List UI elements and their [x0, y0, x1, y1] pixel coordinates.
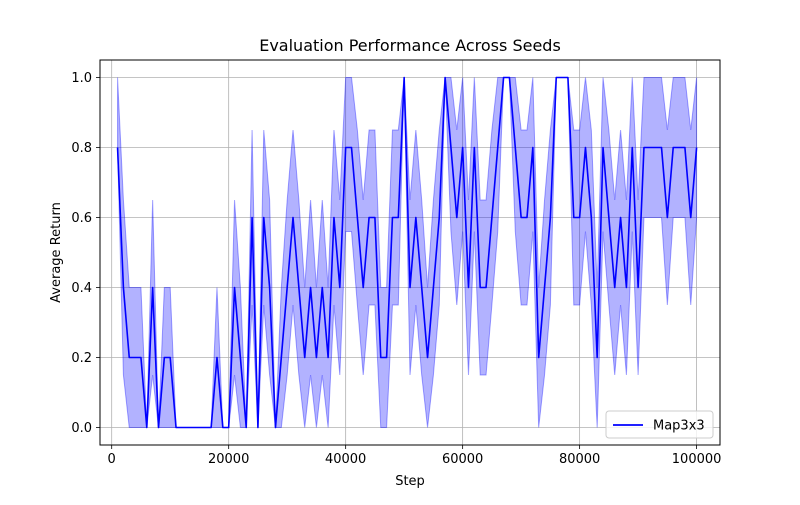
y-tick-label: 0.6 — [71, 211, 92, 226]
x-tick-label: 0 — [108, 452, 116, 467]
x-tick-label: 100000 — [672, 452, 722, 467]
series-line-layer — [116, 76, 698, 429]
x-axis-label: Step — [395, 474, 425, 489]
y-tick-label: 0.8 — [71, 141, 92, 156]
x-tick-label: 80000 — [559, 452, 600, 467]
x-tick-label: 60000 — [442, 452, 483, 467]
y-axis-ticks: 0.0 0.2 0.4 0.6 0.8 1.0 — [71, 71, 100, 436]
legend: Map3x3 — [605, 410, 714, 439]
x-axis-ticks: 0 20000 40000 60000 80000 100000 — [108, 445, 722, 467]
y-tick-label: 0.0 — [71, 421, 92, 436]
chart-title: Evaluation Performance Across Seeds — [259, 36, 561, 55]
y-tick-label: 1.0 — [71, 71, 92, 86]
y-tick-label: 0.2 — [71, 351, 92, 366]
x-tick-label: 20000 — [208, 452, 249, 467]
x-tick-label: 40000 — [325, 452, 366, 467]
y-tick-label: 0.4 — [71, 281, 92, 296]
legend-label-map3x3: Map3x3 — [653, 419, 705, 434]
y-axis-label: Average Return — [49, 202, 64, 303]
series-line-map3x3 — [116, 76, 698, 429]
legend-box — [605, 410, 714, 439]
grid — [100, 60, 720, 445]
plot-frame — [99, 59, 721, 446]
